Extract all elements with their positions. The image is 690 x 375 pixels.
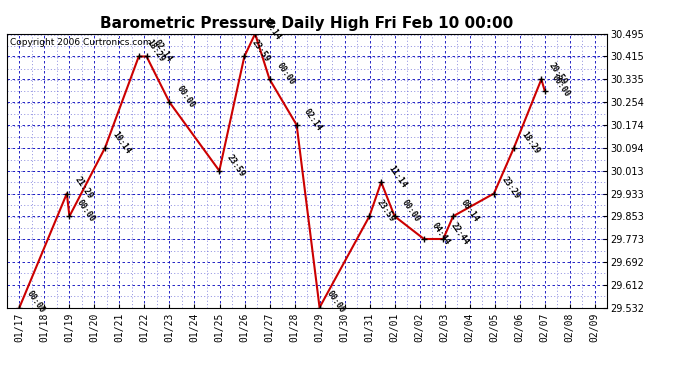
Text: 18:29: 18:29 — [144, 38, 166, 64]
Text: 23:59: 23:59 — [250, 38, 272, 64]
Text: Copyright 2006 Curtronics.com: Copyright 2006 Curtronics.com — [10, 38, 151, 47]
Text: 02:14: 02:14 — [152, 38, 174, 64]
Text: 10:14: 10:14 — [110, 130, 132, 155]
Text: 00:00: 00:00 — [25, 290, 47, 315]
Text: 00:00: 00:00 — [75, 198, 97, 224]
Title: Barometric Pressure Daily High Fri Feb 10 00:00: Barometric Pressure Daily High Fri Feb 1… — [101, 16, 513, 31]
Text: 11:14: 11:14 — [386, 164, 408, 190]
Text: 02:14: 02:14 — [302, 107, 324, 132]
Text: 00:00: 00:00 — [325, 290, 347, 315]
Text: 21:29: 21:29 — [72, 176, 94, 201]
Text: 04:44: 04:44 — [429, 221, 451, 246]
Text: 10:14: 10:14 — [261, 16, 282, 41]
Text: 00:00: 00:00 — [550, 72, 572, 98]
Text: 23:59: 23:59 — [375, 198, 397, 224]
Text: 23:29: 23:29 — [500, 176, 521, 201]
Text: 23:59: 23:59 — [225, 153, 246, 178]
Text: 00:00: 00:00 — [275, 61, 297, 87]
Text: 00:00: 00:00 — [175, 84, 197, 110]
Text: 20:59: 20:59 — [547, 61, 569, 87]
Text: 08:14: 08:14 — [459, 198, 480, 224]
Text: 00:00: 00:00 — [400, 198, 422, 224]
Text: 22:44: 22:44 — [448, 221, 471, 246]
Text: 18:29: 18:29 — [520, 130, 541, 155]
